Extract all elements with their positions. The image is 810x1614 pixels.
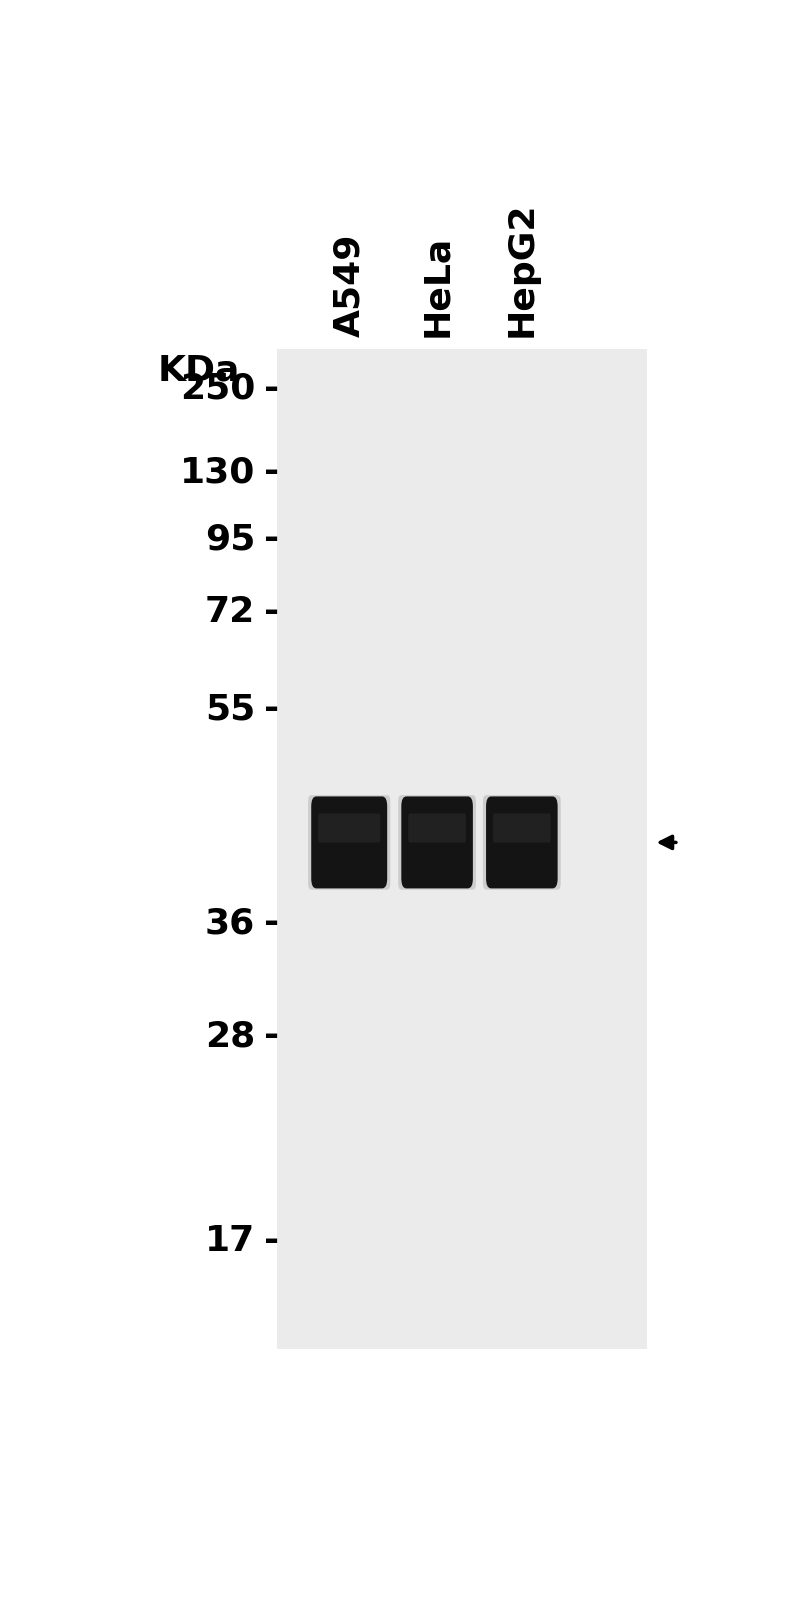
- Bar: [277, 349, 647, 1349]
- FancyBboxPatch shape: [483, 796, 561, 889]
- Text: 36: 36: [205, 905, 255, 941]
- Text: -: -: [264, 523, 279, 557]
- FancyBboxPatch shape: [311, 796, 387, 888]
- Text: -: -: [264, 1020, 279, 1054]
- Text: 55: 55: [205, 692, 255, 726]
- FancyBboxPatch shape: [401, 796, 473, 888]
- Text: 28: 28: [205, 1020, 255, 1054]
- FancyBboxPatch shape: [486, 796, 557, 888]
- Text: 72: 72: [205, 596, 255, 629]
- FancyBboxPatch shape: [493, 813, 551, 843]
- Text: HeLa: HeLa: [420, 234, 454, 337]
- Text: A549: A549: [332, 232, 366, 337]
- FancyBboxPatch shape: [399, 796, 476, 889]
- FancyBboxPatch shape: [308, 796, 390, 889]
- Text: 95: 95: [205, 523, 255, 557]
- Text: -: -: [264, 692, 279, 726]
- Text: 17: 17: [205, 1225, 255, 1259]
- Text: 250: 250: [180, 371, 255, 405]
- Text: -: -: [264, 371, 279, 405]
- Text: -: -: [264, 596, 279, 629]
- FancyBboxPatch shape: [408, 813, 466, 843]
- Text: -: -: [264, 455, 279, 489]
- Text: -: -: [264, 905, 279, 941]
- Text: 130: 130: [180, 455, 255, 489]
- FancyBboxPatch shape: [318, 813, 380, 843]
- Text: -: -: [264, 1225, 279, 1259]
- Text: KDa: KDa: [158, 353, 240, 387]
- Text: HepG2: HepG2: [505, 202, 539, 337]
